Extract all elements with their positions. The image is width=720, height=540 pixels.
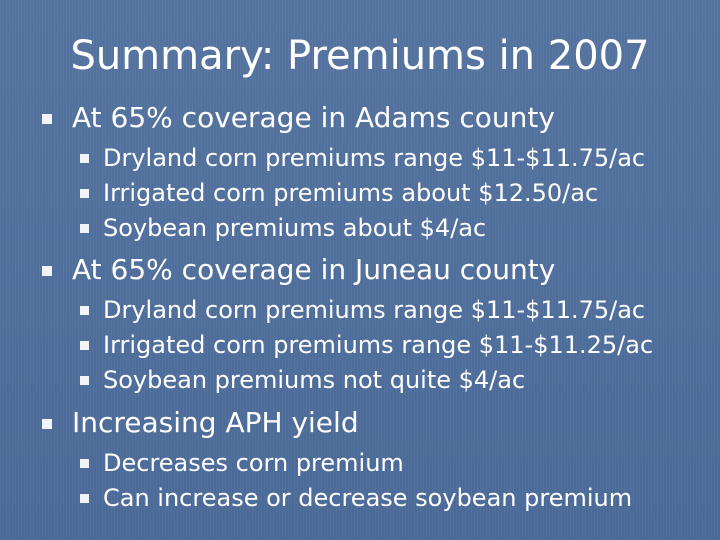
square-bullet-icon (42, 114, 52, 124)
square-bullet-icon (42, 419, 52, 429)
sub-bullet-text: Dryland corn premiums range $11-$11.75/a… (103, 144, 646, 172)
square-bullet-icon (42, 266, 52, 276)
square-bullet-icon (80, 494, 89, 503)
sub-bullet-text: Dryland corn premiums range $11-$11.75/a… (103, 296, 646, 324)
sub-bullet-text: Soybean premiums about $4/ac (103, 214, 487, 242)
square-bullet-icon (80, 341, 89, 350)
sub-bullet-text: Irrigated corn premiums range $11-$11.25… (103, 331, 654, 359)
square-bullet-icon (80, 189, 89, 198)
sub-bullet-text: Decreases corn premium (103, 449, 404, 477)
square-bullet-icon (80, 224, 89, 233)
sub-bullet-text: Irrigated corn premiums about $12.50/ac (103, 179, 599, 207)
bullet-text: At 65% coverage in Juneau county (72, 253, 556, 286)
bullet-text: At 65% coverage in Adams county (72, 101, 555, 134)
square-bullet-icon (80, 459, 89, 468)
sub-bullet-text: Can increase or decrease soybean premium (103, 484, 633, 512)
square-bullet-icon (80, 306, 89, 315)
slide-title: Summary: Premiums in 2007 (70, 33, 650, 79)
sub-bullet-text: Soybean premiums not quite $4/ac (103, 366, 526, 394)
square-bullet-icon (80, 154, 89, 163)
square-bullet-icon (80, 376, 89, 385)
bullet-text: Increasing APH yield (72, 406, 359, 439)
